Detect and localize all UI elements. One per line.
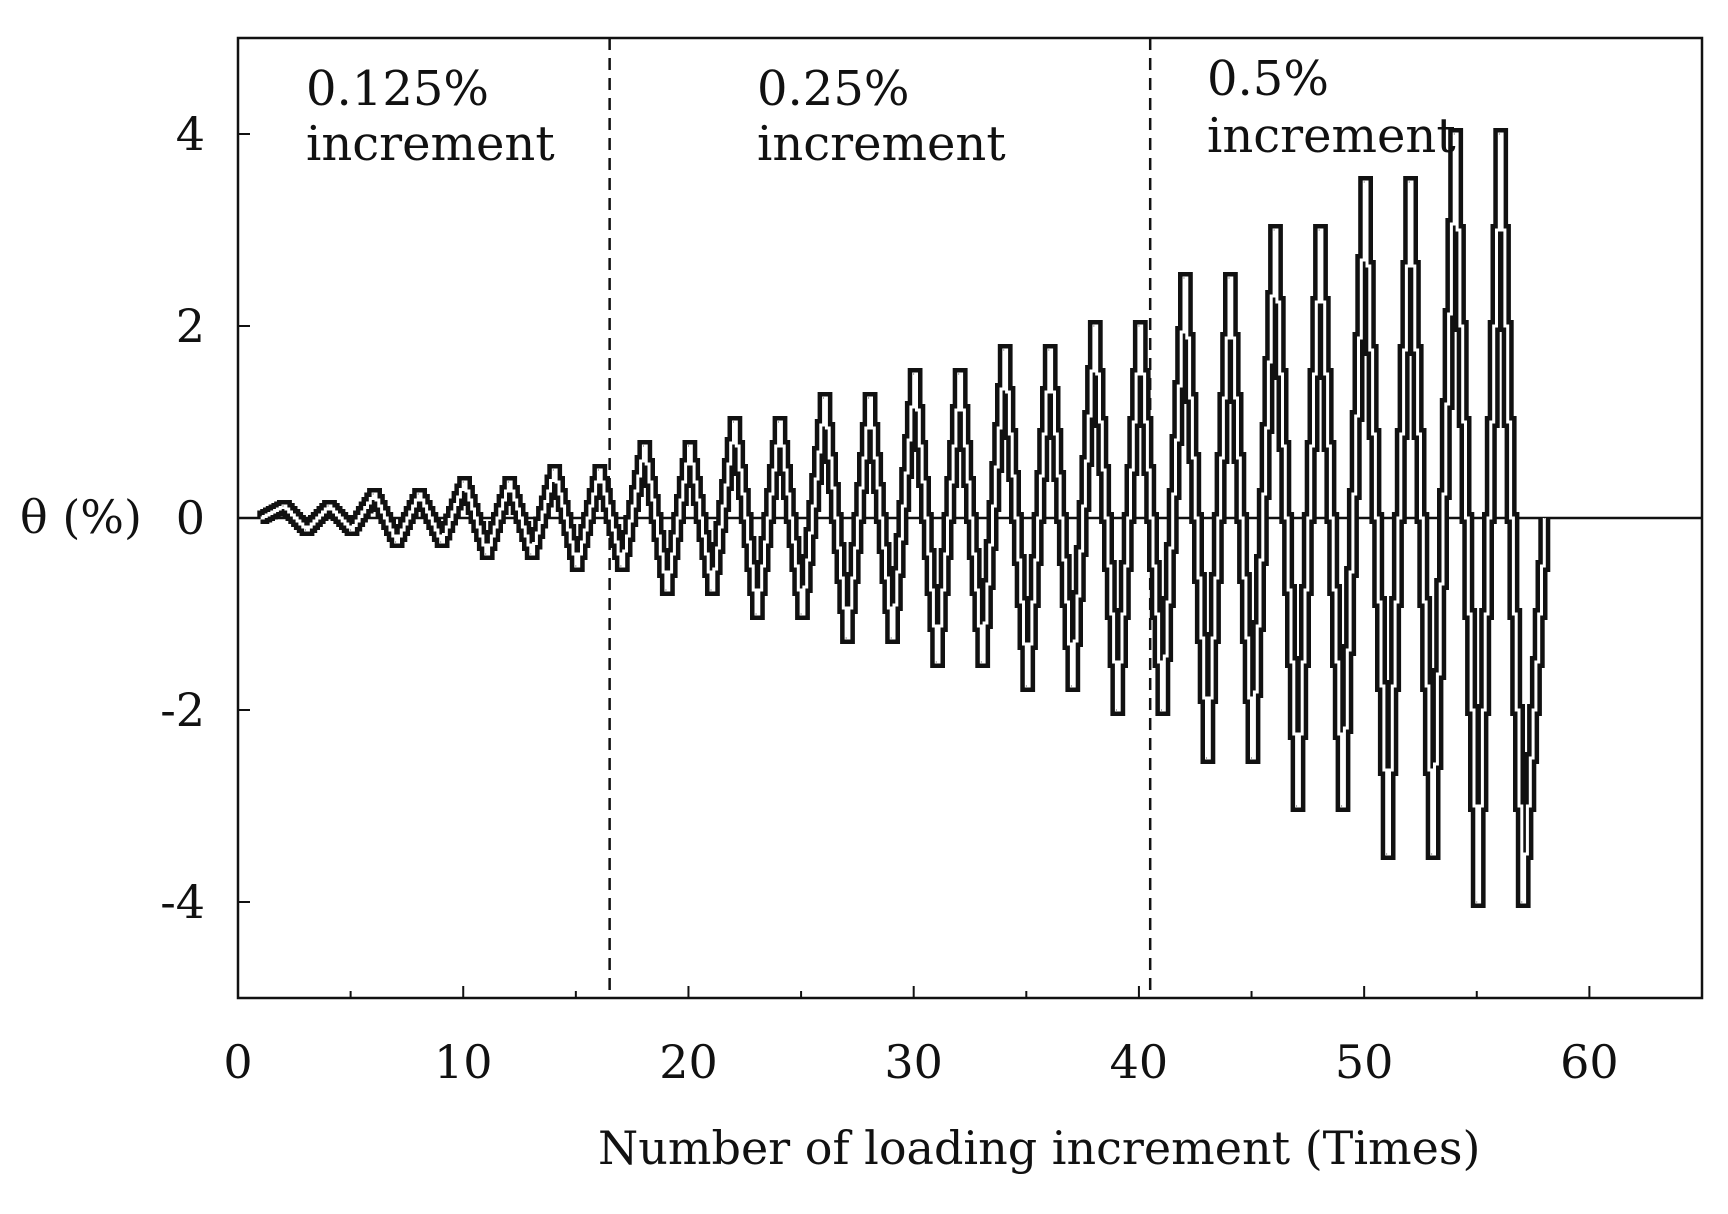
series-point-21 — [733, 421, 735, 423]
plot-area — [238, 38, 1702, 998]
series-point-49 — [1363, 181, 1365, 183]
series-point-33 — [1003, 349, 1005, 351]
series-point-48 — [1341, 805, 1343, 807]
series-point-43 — [1228, 277, 1230, 279]
series-point-12 — [530, 553, 532, 555]
series-point-26 — [845, 637, 847, 639]
series-point-27 — [868, 397, 870, 399]
series-point-3 — [327, 505, 329, 507]
region-3-percent-label: 0.5% — [1207, 51, 1329, 107]
series-point-41 — [1183, 277, 1185, 279]
axis-ticks — [237, 133, 1591, 998]
series-point-29 — [913, 373, 915, 375]
y-tick-label-4: 4 — [176, 107, 205, 161]
x-tick-label-60: 60 — [1560, 1035, 1619, 1089]
x-tick-label-20: 20 — [659, 1035, 718, 1089]
series-point-23 — [778, 421, 780, 423]
series-point-55 — [1498, 133, 1500, 135]
x-axis-title: Number of loading increment (Times) — [598, 1121, 1480, 1175]
series-point-36 — [1070, 685, 1072, 687]
y-tick-label-2: 2 — [176, 299, 205, 353]
series-point-18 — [665, 589, 667, 591]
series-point-57 — [1543, 517, 1545, 519]
region-3-increment-label: increment — [1207, 108, 1456, 164]
series-point-35 — [1048, 349, 1050, 351]
series-point-39 — [1138, 325, 1140, 327]
x-tick-label-10: 10 — [434, 1035, 493, 1089]
series-point-25 — [823, 397, 825, 399]
series-point-53 — [1453, 133, 1455, 135]
series-point-52 — [1431, 853, 1433, 855]
series-point-42 — [1205, 757, 1207, 759]
series-point-0 — [260, 517, 262, 519]
y-axis-title: θ (%) — [20, 490, 142, 544]
series-point-5 — [372, 493, 374, 495]
series-point-32 — [980, 661, 982, 663]
series-point-17 — [642, 445, 644, 447]
region-2-percent-label: 0.25% — [757, 61, 909, 117]
series-point-28 — [890, 637, 892, 639]
series-point-34 — [1025, 685, 1027, 687]
axis-tick-labels: 0 10 20 30 40 50 60 -4 -2 0 2 4 — [160, 107, 1618, 1089]
series-point-50 — [1386, 853, 1388, 855]
series-point-20 — [710, 589, 712, 591]
series-point-30 — [935, 661, 937, 663]
y-tick-label--2: -2 — [160, 683, 205, 737]
series-point-47 — [1318, 229, 1320, 231]
series-point-14 — [575, 565, 577, 567]
series-point-15 — [597, 469, 599, 471]
series-point-54 — [1476, 901, 1478, 903]
x-tick-label-0: 0 — [223, 1035, 252, 1089]
series-point-22 — [755, 613, 757, 615]
series-point-31 — [958, 373, 960, 375]
series-point-13 — [552, 469, 554, 471]
region-1-percent-label: 0.125% — [306, 61, 489, 117]
x-tick-label-40: 40 — [1110, 1035, 1169, 1089]
series-line-0 — [260, 132, 1546, 904]
series-point-51 — [1408, 181, 1410, 183]
x-tick-label-30: 30 — [884, 1035, 943, 1089]
region-1-increment-label: increment — [306, 116, 555, 172]
series-point-1 — [282, 505, 284, 507]
series-point-10 — [485, 553, 487, 555]
region-2-increment-label: increment — [757, 116, 1006, 172]
series-point-44 — [1251, 757, 1253, 759]
series-point-9 — [462, 481, 464, 483]
series-point-11 — [507, 481, 509, 483]
series-point-8 — [440, 541, 442, 543]
series-point-16 — [620, 565, 622, 567]
series-point-2 — [305, 529, 307, 531]
series-point-46 — [1296, 805, 1298, 807]
series-point-40 — [1160, 709, 1162, 711]
series-point-19 — [687, 445, 689, 447]
x-tick-label-50: 50 — [1335, 1035, 1394, 1089]
series-point-4 — [350, 529, 352, 531]
series-point-38 — [1115, 709, 1117, 711]
series-point-6 — [395, 541, 397, 543]
series-point-56 — [1521, 901, 1523, 903]
series-point-7 — [417, 493, 419, 495]
series-point-24 — [800, 613, 802, 615]
series-point-45 — [1273, 229, 1275, 231]
y-tick-label-0: 0 — [176, 491, 205, 545]
series-point-37 — [1093, 325, 1095, 327]
y-tick-label--4: -4 — [160, 875, 205, 929]
